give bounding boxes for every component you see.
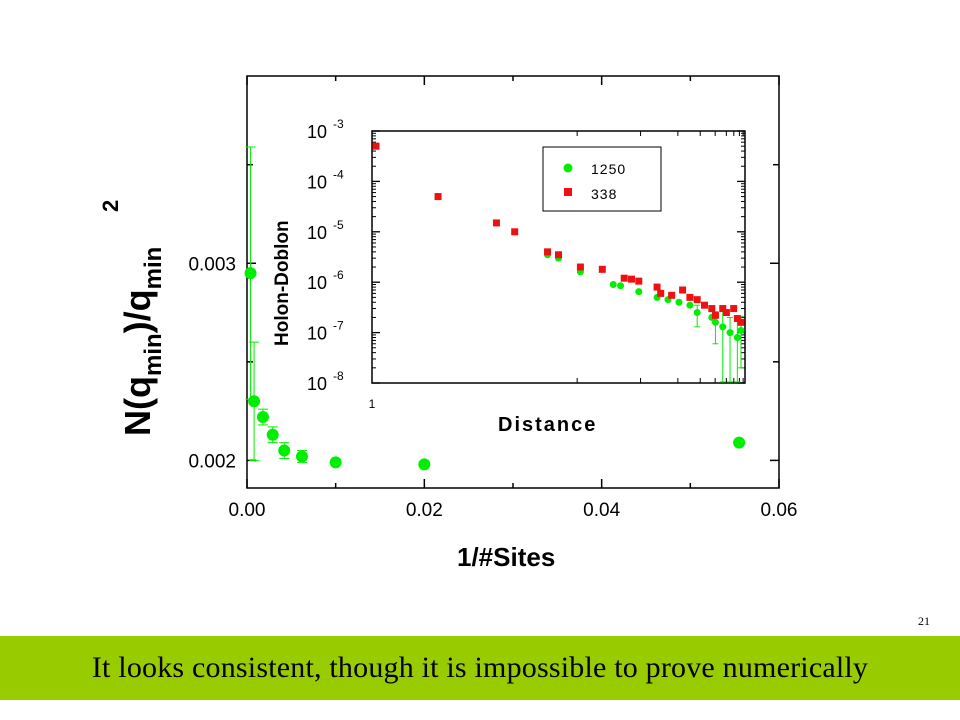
slide-number: 21 (918, 614, 930, 628)
inset-legend: 1250 338 (542, 146, 662, 212)
inset-data-point-338 (719, 305, 727, 313)
inset-data-point-1250 (737, 327, 745, 335)
inset-data-point-338 (635, 277, 643, 285)
inset-x-tick-label: 1 (369, 397, 376, 411)
inset-data-point-338 (686, 293, 694, 301)
inset-data-point-338 (372, 142, 380, 150)
inset-y-tick-label: 10 (307, 324, 327, 344)
main-y-axis-title-superscript: 2 (98, 200, 123, 212)
inset-data-point-1250 (635, 288, 643, 296)
main-data-point (329, 456, 342, 469)
main-data-point (244, 267, 257, 280)
main-data-point (256, 411, 269, 424)
inset-data-point-338 (620, 274, 628, 282)
inset-y-tick-exponent: -6 (333, 268, 344, 282)
inset-y-axis-title: Holon-Doblon (272, 220, 293, 346)
inset-data-point-338 (693, 296, 701, 304)
main-data-point (278, 444, 291, 457)
inset-y-tick-exponent: -8 (333, 369, 344, 383)
main-x-axis-title: 1/#Sites (457, 542, 555, 572)
main-x-tick-label: 0.04 (583, 500, 620, 521)
main-x-tick-label: 0.00 (229, 500, 266, 521)
inset-data-point-338 (544, 248, 552, 256)
main-data-point (266, 428, 279, 441)
main-y-tick-labels: 0.002 0.003 (188, 254, 236, 472)
inset-data-point-338 (555, 251, 562, 259)
legend-label-1250: 1250 (591, 161, 626, 177)
inset-y-tick-exponent: -5 (333, 218, 344, 232)
inset-data-point-338 (730, 305, 738, 313)
main-y-tick-label: 0.002 (188, 451, 236, 472)
legend-marker-338 (564, 188, 572, 196)
main-x-tick-label: 0.02 (406, 500, 443, 521)
inset-data-point-1250 (711, 318, 719, 326)
inset-data-points (372, 142, 745, 341)
inset-data-point-338 (492, 219, 500, 227)
inset-y-tick-exponent: -4 (333, 167, 344, 181)
inset-data-point-1250 (719, 323, 727, 331)
inset-y-tick-label: 10 (307, 122, 327, 142)
inset-x-axis-title: Distance (498, 414, 597, 436)
main-data-point (418, 458, 431, 471)
inset-data-point-338 (668, 291, 676, 299)
inset-data-point-338 (733, 315, 741, 323)
inset-data-point-1250 (675, 298, 683, 306)
inset-data-point-1250 (609, 281, 617, 289)
main-data-point (248, 395, 261, 408)
inset-x-tick-labels: 1 (369, 397, 376, 411)
main-data-points (244, 267, 746, 471)
inset-y-tick-label: 10 (307, 223, 327, 243)
inset-data-point-338 (657, 289, 665, 297)
inset-data-point-1250 (733, 333, 741, 341)
inset-data-point-338 (722, 309, 730, 317)
inset-y-tick-labels: 10 -3 10 -4 10 -5 10 -6 10 -7 10 -8 (307, 117, 344, 394)
inset-data-point-338 (576, 263, 584, 271)
legend-label-338: 338 (591, 186, 617, 202)
inset-data-point-1250 (726, 329, 734, 337)
legend-box (542, 146, 662, 212)
inset-data-point-338 (679, 286, 687, 294)
inset-y-tick-label: 10 (307, 172, 327, 192)
inset-data-point-338 (628, 275, 635, 283)
inset-data-point-338 (598, 265, 606, 273)
inset-data-point-1250 (617, 282, 625, 290)
main-y-axis-title: N(qmin)/qmin (117, 247, 167, 436)
main-axis-ticks (246, 76, 780, 488)
inset-y-tick-exponent: -7 (333, 319, 344, 333)
inset-data-point-338 (701, 301, 708, 309)
inset-data-point-338 (653, 283, 661, 291)
main-x-tick-labels: 0.00 0.02 0.04 0.06 (229, 500, 798, 521)
inset-data-point-338 (737, 318, 745, 326)
inset-data-point-1250 (693, 309, 701, 317)
inset-y-tick-exponent: -3 (333, 117, 344, 131)
main-x-tick-label: 0.06 (761, 500, 798, 521)
inset-data-point-338 (434, 193, 442, 201)
main-data-point (733, 436, 746, 449)
caption-bar: It looks consistent, though it is imposs… (0, 636, 960, 700)
inset-data-point-1250 (686, 301, 694, 309)
inset-data-point-338 (708, 305, 716, 313)
legend-marker-1250 (563, 163, 573, 173)
chart-area: 0.00 0.02 0.04 0.06 0.002 0.003 1/#Sites N(q… (98, 75, 798, 572)
inset-data-point-338 (711, 311, 719, 319)
inset-data-point-338 (511, 228, 519, 236)
main-y-tick-label: 0.003 (188, 254, 236, 275)
main-data-point (295, 450, 308, 463)
inset-y-tick-label: 10 (307, 374, 327, 394)
caption-text: It looks consistent, though it is imposs… (91, 651, 869, 684)
inset-y-tick-label: 10 (307, 273, 327, 293)
